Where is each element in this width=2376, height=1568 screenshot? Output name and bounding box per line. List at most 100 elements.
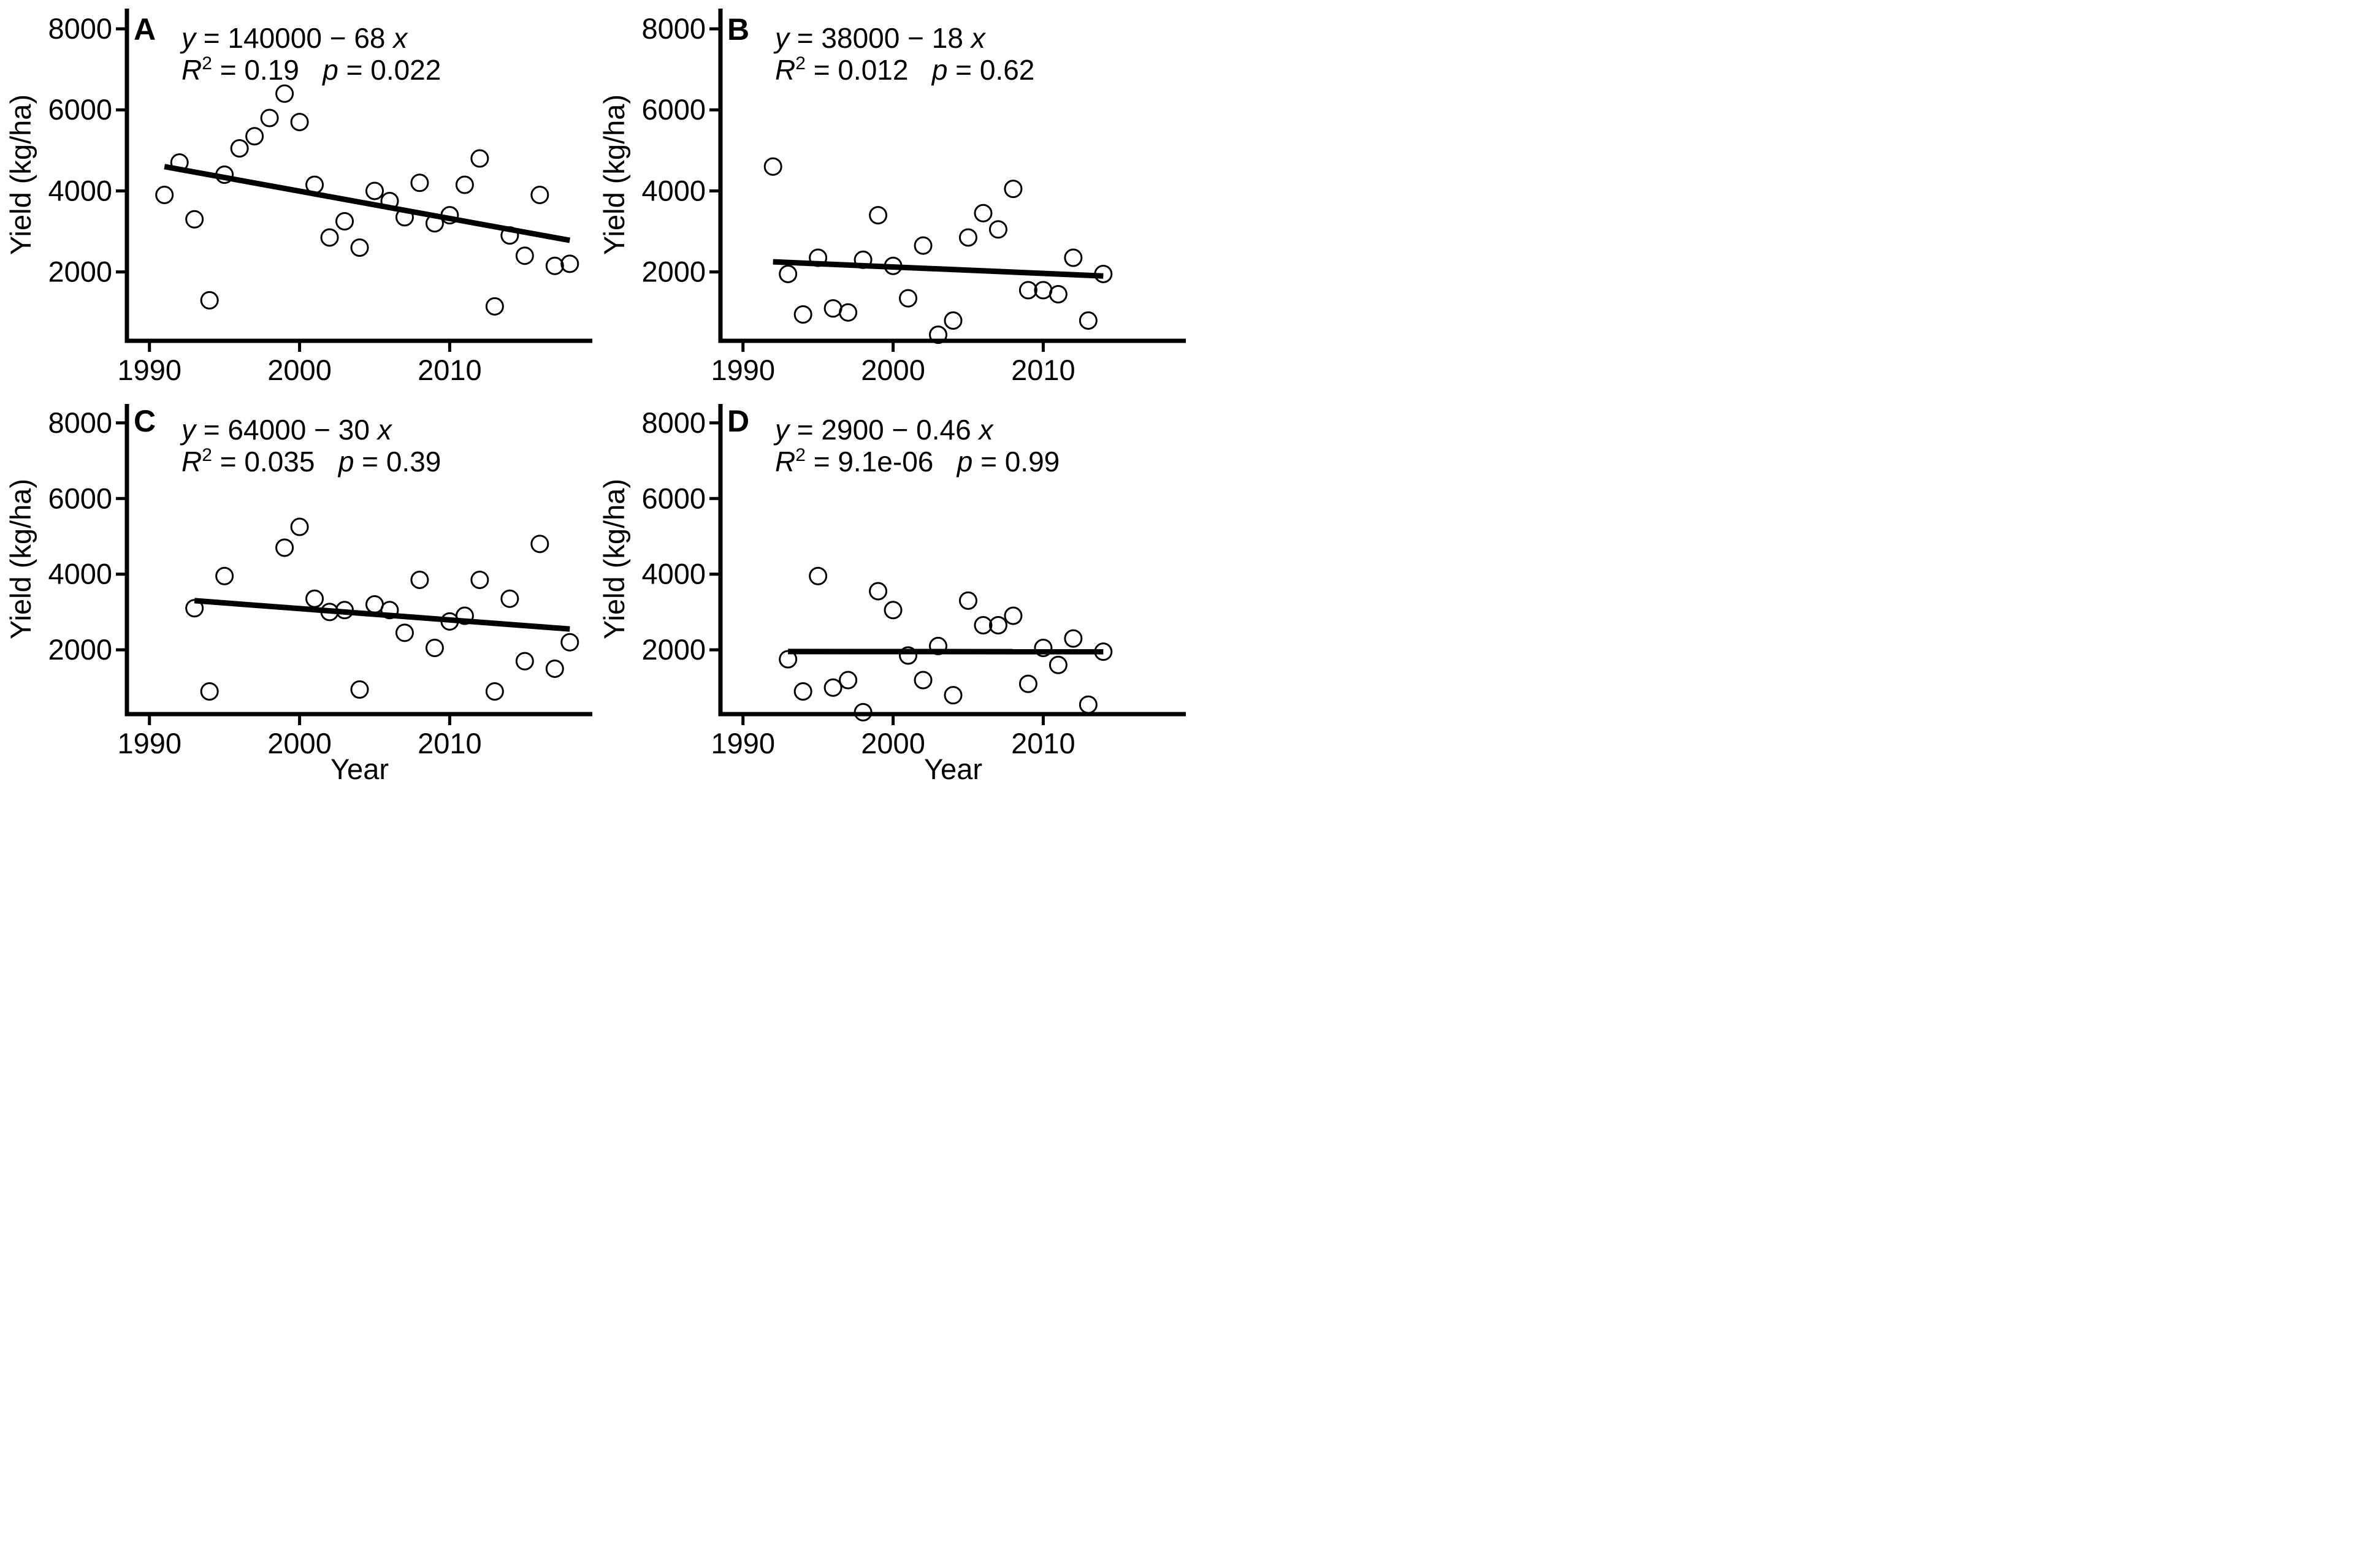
data-point [899, 646, 918, 665]
y-tick-label: 4000 [48, 558, 112, 590]
data-point [215, 566, 234, 585]
data-point [823, 678, 842, 697]
y-tick-label: 8000 [48, 406, 112, 439]
data-point [365, 595, 384, 614]
equation-line: y = 2900 − 0.46 x [773, 414, 995, 446]
data-point [545, 256, 564, 275]
equation-expression: = 140000 − 68 [196, 22, 393, 54]
data-point [515, 652, 534, 671]
equation-expression: = 2900 − 0.46 [789, 414, 979, 446]
r-squared-value: = 0.012 [806, 54, 932, 86]
data-point [1004, 180, 1023, 199]
data-point [290, 517, 309, 536]
p-value: = 0.62 [947, 54, 1034, 86]
data-point [560, 633, 579, 652]
x-tick-label: 2010 [418, 354, 482, 386]
data-point [425, 639, 444, 658]
data-point [335, 212, 354, 231]
p-symbol: p [956, 446, 973, 478]
data-point [809, 248, 828, 267]
data-point [974, 204, 993, 223]
x-tick-label: 1990 [711, 727, 775, 759]
data-point [320, 228, 339, 247]
data-point [1049, 284, 1068, 303]
data-point [275, 538, 294, 557]
data-point [1094, 642, 1113, 661]
x-tick-label: 2000 [861, 354, 925, 386]
panel-letter: B [727, 12, 749, 47]
y-tick-label: 8000 [641, 406, 706, 439]
stats-line: R2 = 9.1e-06 p = 0.99 [775, 445, 1060, 478]
y-tick-label: 2000 [48, 256, 112, 288]
data-point [793, 305, 812, 324]
y-tick-label: 8000 [641, 12, 706, 45]
x-tick-label: 2010 [1011, 727, 1075, 759]
x-tick-label: 2000 [267, 354, 332, 386]
data-point [988, 220, 1007, 239]
equation-y-var: y [773, 22, 791, 54]
data-point [170, 153, 189, 172]
data-point [320, 603, 339, 622]
data-point [410, 173, 429, 192]
data-point [440, 206, 459, 225]
data-point [884, 601, 903, 620]
r-symbol: R [181, 446, 202, 478]
equation-expression: = 64000 − 30 [196, 414, 378, 446]
data-point [1079, 311, 1098, 330]
axis-lines [718, 404, 1186, 717]
data-point [899, 289, 918, 308]
x-tick-label: 2000 [267, 727, 332, 759]
data-point [530, 535, 549, 554]
data-point [155, 186, 174, 205]
equation-y-var: y [180, 22, 197, 54]
data-point [763, 157, 782, 176]
x-tick-label: 2010 [418, 727, 482, 759]
y-tick-label: 6000 [48, 482, 112, 514]
data-point [530, 186, 549, 205]
data-point [200, 682, 219, 701]
yield-vs-year-figure: 2000 4000 6000 8000 1990 2000 2010 Yield (kg/ha… [0, 0, 1187, 783]
panel-b: 2000 4000 6000 8000 1990 2000 2010 Yield (kg/ha… [594, 0, 1187, 392]
equation-line: y = 38000 − 18 x [773, 22, 987, 54]
axis-lines [124, 404, 592, 717]
equation-x-var: x [978, 414, 995, 446]
y-tick-label: 2000 [641, 256, 706, 288]
data-point [974, 615, 993, 634]
data-point [395, 208, 414, 227]
r-symbol: R [775, 54, 795, 86]
data-point [485, 682, 504, 701]
data-point [1094, 264, 1113, 283]
y-axis-label: Yield (kg/ha) [4, 479, 37, 639]
data-point [380, 601, 399, 620]
p-symbol: p [931, 54, 948, 86]
data-point [215, 166, 234, 184]
data-point [1064, 629, 1083, 648]
data-point [425, 214, 444, 233]
data-point [545, 659, 564, 678]
r-squared-value: = 0.19 [212, 54, 323, 86]
data-point [350, 238, 369, 257]
data-point [1018, 674, 1037, 693]
data-point [839, 671, 858, 690]
panel-c: 2000 4000 6000 8000 1990 2000 2010 Yield (kg/ha… [0, 392, 594, 783]
x-axis-label: Year [330, 753, 389, 783]
data-point [290, 113, 309, 132]
data-point [245, 127, 264, 146]
r-squared-exponent: 2 [202, 53, 212, 74]
data-point [779, 264, 798, 283]
panel-d-chart: 2000 4000 6000 8000 1990 2000 2010 Yield (kg/ha… [598, 404, 1186, 783]
r-symbol: R [181, 54, 202, 86]
equation-expression: = 38000 − 18 [789, 22, 971, 54]
axis-lines [718, 9, 1186, 343]
data-point [854, 702, 873, 721]
equation-x-var: x [970, 22, 987, 54]
data-point [500, 226, 519, 245]
data-point [395, 623, 414, 642]
y-tick-label: 8000 [48, 12, 112, 45]
data-point [185, 599, 204, 618]
y-axis-label: Yield (kg/ha) [598, 479, 630, 639]
data-point [485, 297, 504, 316]
y-tick-label: 6000 [48, 93, 112, 126]
data-point [350, 680, 369, 699]
data-point [869, 206, 888, 225]
